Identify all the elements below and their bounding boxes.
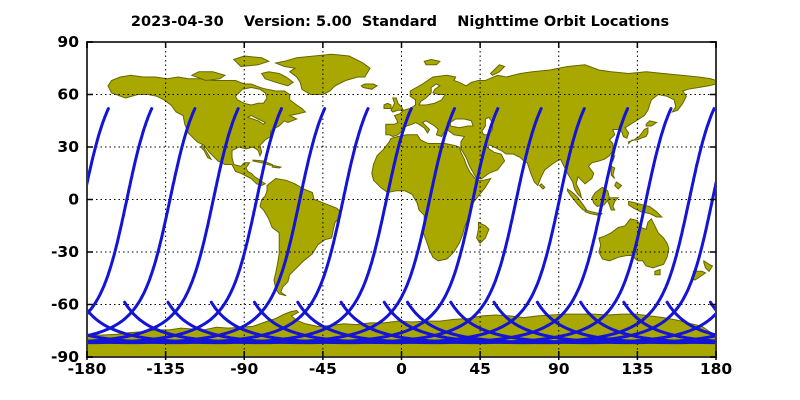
- x-tick-label: -180: [68, 360, 107, 378]
- land-baffin-island: [260, 71, 295, 87]
- x-tick-label: -90: [230, 360, 258, 378]
- y-tick-label: -30: [51, 243, 79, 261]
- land-eurasia: [385, 64, 716, 200]
- y-tick-label: -60: [51, 296, 79, 314]
- orbit-track: [754, 109, 800, 343]
- orbit-track: [535, 300, 716, 345]
- orbit-track: [87, 107, 154, 316]
- land-philippines-mindanao: [614, 181, 623, 190]
- orbit-track: [87, 107, 413, 345]
- land-japan-honshu: [628, 127, 649, 145]
- orbit-track: [87, 107, 327, 345]
- lake-hudson-bay: [234, 86, 268, 106]
- orbit-track: [166, 107, 500, 345]
- land-ellesmere-island: [232, 55, 271, 68]
- orbit-track: [296, 107, 630, 345]
- orbit-track: [87, 107, 110, 191]
- land-hispaniola: [271, 164, 283, 169]
- land-sulawesi: [607, 197, 620, 211]
- lake-great-lakes: [246, 114, 267, 125]
- orbit-track: [709, 300, 716, 313]
- land-iceland: [360, 83, 378, 90]
- land-japan-hokkaido: [645, 120, 658, 127]
- y-tick-label: 60: [57, 86, 79, 104]
- orbit-track: [87, 107, 197, 338]
- x-tick-label: -45: [309, 360, 337, 378]
- land-novaya-zemlya: [489, 64, 506, 76]
- land-philippines-luzon: [610, 165, 616, 179]
- land-cuba: [252, 159, 274, 166]
- x-tick-label: 180: [700, 360, 733, 378]
- orbit-track: [209, 107, 543, 345]
- land-new-zealand-north: [703, 259, 714, 273]
- land-svalbard: [423, 58, 441, 66]
- x-tick-label: 45: [469, 360, 491, 378]
- land-sri-lanka: [538, 183, 546, 190]
- orbit-track: [0, 109, 42, 343]
- x-tick-label: 90: [548, 360, 570, 378]
- orbit-track: [87, 107, 370, 345]
- land-south-america: [259, 177, 341, 297]
- lake-black-sea: [449, 118, 474, 129]
- orbit-track: [87, 107, 283, 345]
- land-australia: [598, 217, 670, 269]
- y-tick-label: -90: [51, 348, 79, 366]
- land-tasmania: [654, 268, 661, 276]
- map-area: [0, 42, 800, 357]
- x-tick-label: -135: [146, 360, 185, 378]
- orbit-track: [123, 107, 456, 345]
- x-tick-label: 0: [396, 360, 407, 378]
- orbit-track: [87, 107, 240, 343]
- plot-title: 2023-04-30 Version: 5.00 Standard Nightt…: [130, 14, 670, 30]
- y-tick-label: 30: [57, 138, 79, 156]
- orbit-track: [253, 107, 586, 345]
- orbit-track: [449, 300, 716, 345]
- lake-baltic-sea: [418, 83, 447, 106]
- y-tick-label: 0: [68, 191, 79, 209]
- orbit-track: [579, 300, 716, 345]
- orbit-track: [492, 300, 716, 345]
- y-tick-label: 90: [57, 33, 79, 51]
- x-tick-label: 135: [621, 360, 653, 378]
- orbit-track: [339, 107, 673, 345]
- land-ireland: [383, 102, 392, 109]
- orbit-track: [382, 107, 716, 345]
- land-victoria-island: [190, 71, 227, 82]
